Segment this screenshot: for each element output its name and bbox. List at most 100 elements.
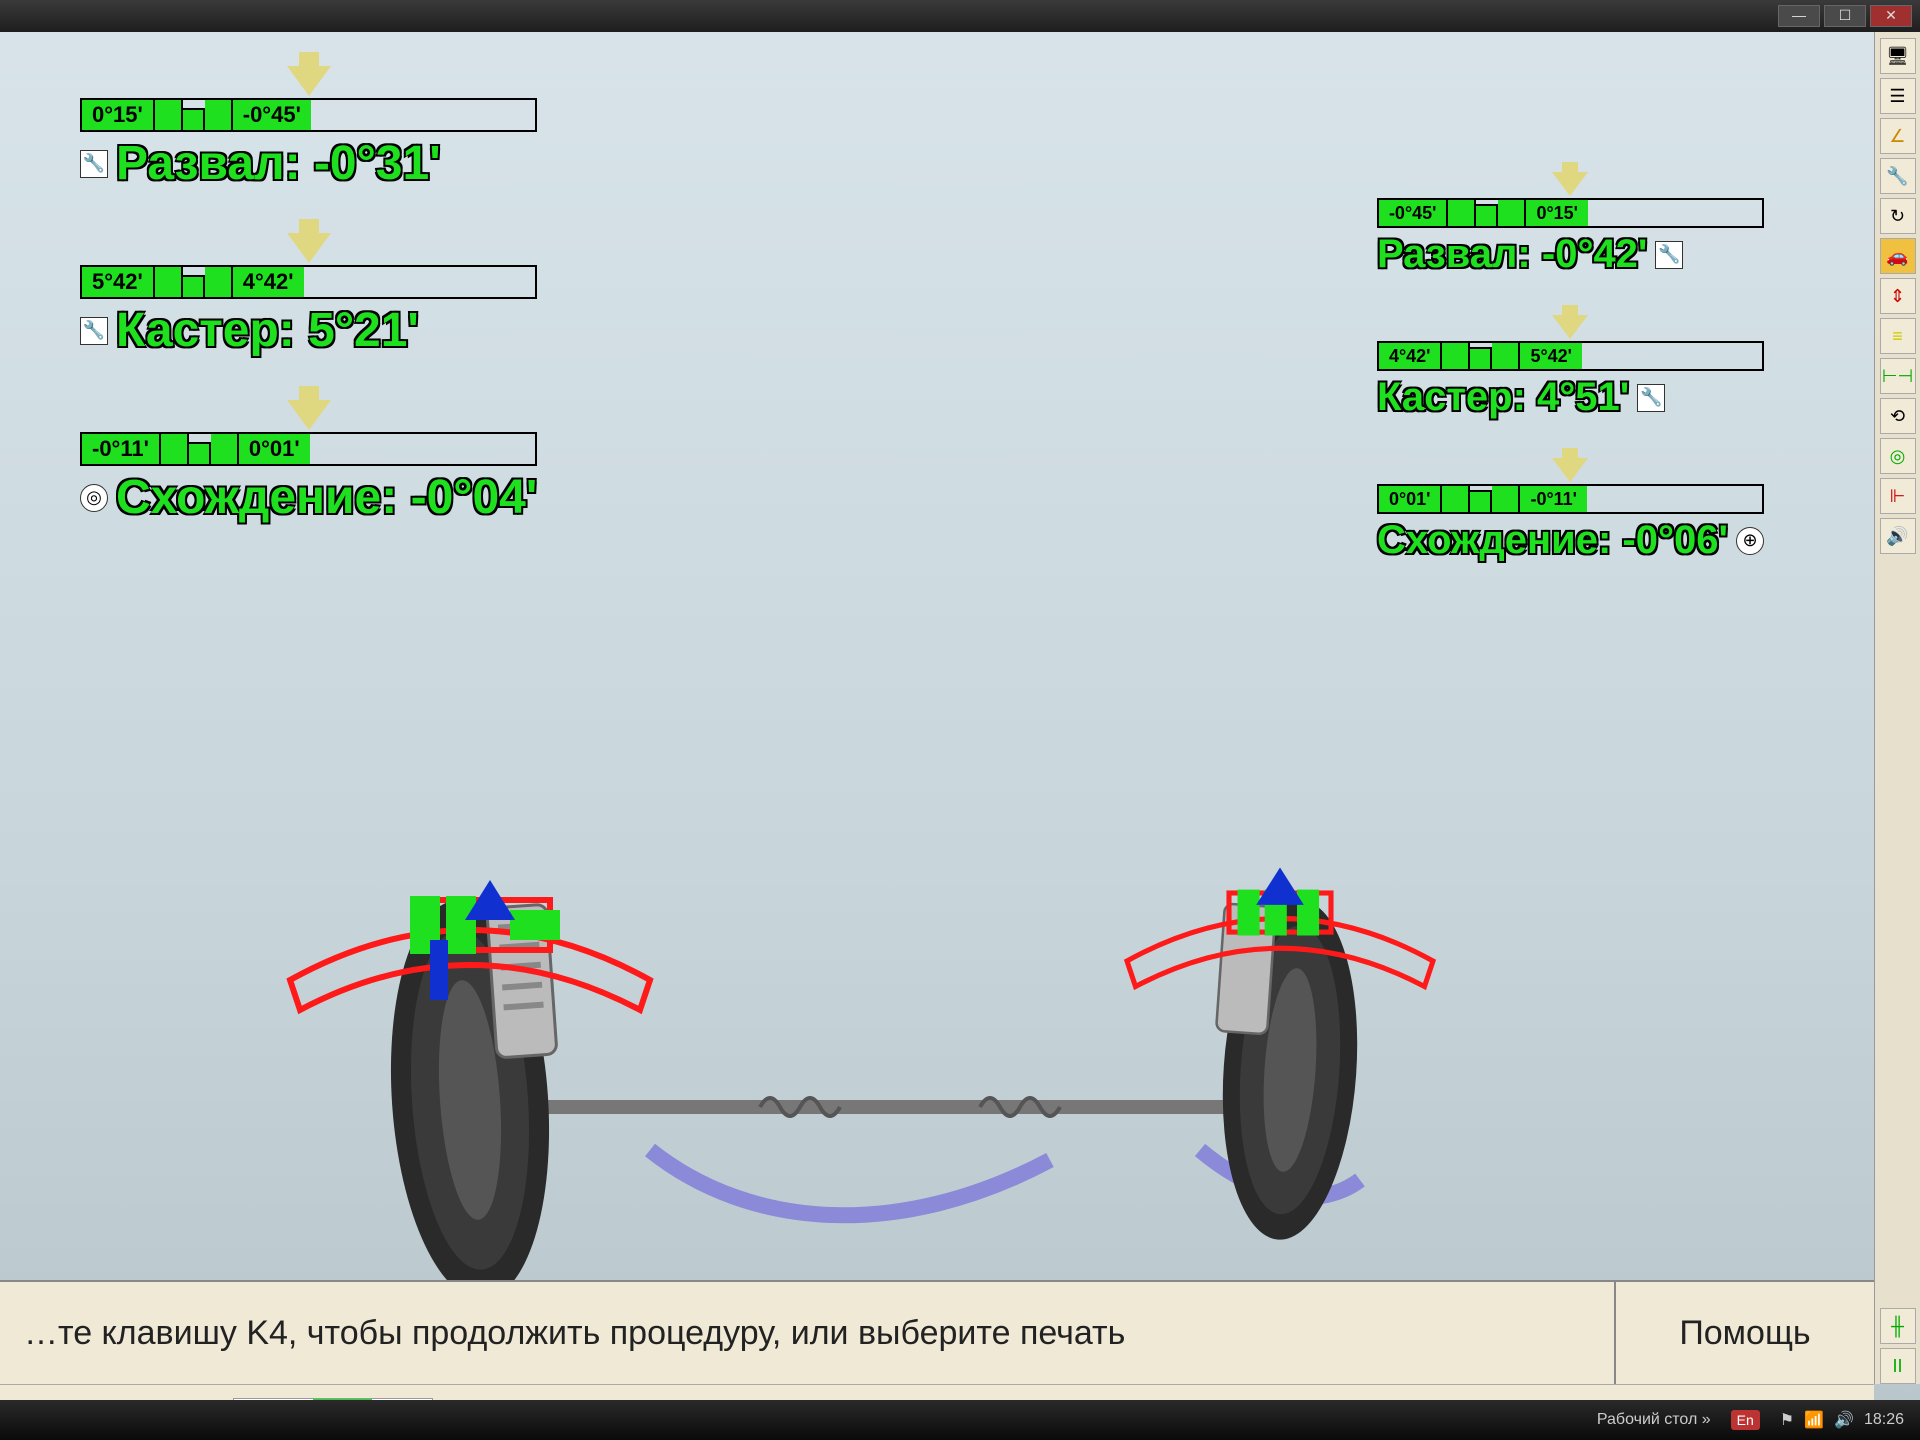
tool-car-icon[interactable]: 🚗: [1880, 238, 1916, 274]
range-step: [1442, 486, 1470, 512]
help-button[interactable]: Помощь: [1614, 1282, 1874, 1384]
tool-ii-indicator-icon[interactable]: II: [1880, 1348, 1916, 1384]
language-indicator[interactable]: En: [1731, 1410, 1760, 1430]
wrench-icon[interactable]: 🔧: [80, 150, 108, 178]
right-toolbar: 🖥 ☰ ∠ 🔧 ↻ 🚗 ⇕ ≡ ⊢⊣ ⟲ ◎ ⊩ 🔊 ╫ II: [1874, 32, 1920, 1384]
range-step: [211, 434, 239, 464]
range-notch: [183, 108, 205, 130]
left-camber-value: -0°31': [314, 137, 441, 190]
wrench-icon[interactable]: 🔧: [80, 317, 108, 345]
label-text: Кастер:: [116, 304, 295, 357]
indicator-arrow-icon: [1552, 172, 1588, 196]
label-text: Схождение:: [1377, 518, 1611, 562]
tool-reset-icon[interactable]: ⟲: [1880, 398, 1916, 434]
range-hi: -0°45': [233, 100, 311, 130]
left-toe-range: -0°11' 0°01': [80, 432, 537, 466]
range-lo: -0°11': [82, 434, 161, 464]
tool-wrench-icon[interactable]: 🔧: [1880, 158, 1916, 194]
indicator-arrow-icon: [1552, 458, 1588, 482]
tool-refresh-icon[interactable]: ↻: [1880, 198, 1916, 234]
left-caster-label: Кастер: 5°21': [116, 303, 419, 358]
range-step: [161, 434, 189, 464]
range-step: [1492, 486, 1520, 512]
left-toe-label: Схождение: -0°04': [116, 470, 537, 525]
range-hi: -0°11': [1520, 486, 1587, 512]
indicator-arrow-icon: [1552, 315, 1588, 339]
range-step: [1448, 200, 1476, 226]
range-step: [155, 267, 183, 297]
axle-diagram: [0, 800, 1874, 1320]
tool-monitor-icon[interactable]: 🖥: [1880, 38, 1916, 74]
range-notch: [1476, 204, 1498, 226]
tool-axle-indicator-icon[interactable]: ╫: [1880, 1308, 1916, 1344]
status-bar: …те клавишу K4, чтобы продолжить процеду…: [0, 1280, 1874, 1384]
range-step: [1498, 200, 1526, 226]
window-close-button[interactable]: ✕: [1870, 5, 1912, 27]
system-tray: ⚑ 📶 🔊 18:26: [1780, 1410, 1904, 1430]
window-minimize-button[interactable]: —: [1778, 5, 1820, 27]
right-toe-block: 0°01' -0°11' Схождение: -0°06' ⊕: [1377, 448, 1764, 563]
left-camber-block: 0°15' -0°45' 🔧 Развал: -0°31': [80, 52, 537, 191]
right-toe-value: -0°06': [1622, 518, 1728, 562]
range-lo: 5°42': [82, 267, 155, 297]
right-caster-range: 4°42' 5°42': [1377, 341, 1764, 371]
range-notch: [189, 442, 211, 464]
range-lo: 4°42': [1379, 343, 1443, 369]
tool-sound-icon[interactable]: 🔊: [1880, 518, 1916, 554]
wrench-icon[interactable]: 🔧: [1655, 241, 1683, 269]
range-lo: 0°15': [82, 100, 155, 130]
show-desktop-button[interactable]: Рабочий стол »: [1597, 1411, 1711, 1429]
range-lo: 0°01': [1379, 486, 1443, 512]
right-toe-label: Схождение: -0°06': [1377, 518, 1728, 563]
right-caster-block: 4°42' 5°42' Кастер: 4°51' 🔧: [1377, 305, 1764, 420]
left-toe-block: -0°11' 0°01' ◎ Схождение: -0°04': [80, 386, 537, 525]
range-lo: -0°45': [1379, 200, 1449, 226]
range-step: [1442, 343, 1470, 369]
range-notch: [1470, 490, 1492, 512]
taskbar-clock[interactable]: 18:26: [1864, 1411, 1904, 1429]
right-toe-range: 0°01' -0°11': [1377, 484, 1764, 514]
left-wheel-measurements: 0°15' -0°45' 🔧 Развал: -0°31' 5°42': [80, 52, 537, 553]
right-caster-label: Кастер: 4°51': [1377, 375, 1629, 420]
window-titlebar: — ☐ ✕: [0, 0, 1920, 32]
left-camber-range: 0°15' -0°45': [80, 98, 537, 132]
tool-target-green-icon[interactable]: ◎: [1880, 438, 1916, 474]
range-step: [205, 267, 233, 297]
label-text: Кастер:: [1377, 375, 1526, 419]
range-hi: 0°01': [239, 434, 310, 464]
left-caster-range: 5°42' 4°42': [80, 265, 537, 299]
tool-align-icon[interactable]: ≡: [1880, 318, 1916, 354]
tool-layers-icon[interactable]: ☰: [1880, 78, 1916, 114]
os-taskbar: Рабочий стол » En ⚑ 📶 🔊 18:26: [0, 1400, 1920, 1440]
range-notch: [183, 275, 205, 297]
left-toe-value: -0°04': [411, 471, 538, 524]
left-caster-block: 5°42' 4°42' 🔧 Кастер: 5°21': [80, 219, 537, 358]
steering-wheel-icon[interactable]: ◎: [80, 484, 108, 512]
range-hi: 0°15': [1526, 200, 1588, 226]
left-camber-label: Развал: -0°31': [116, 136, 441, 191]
range-hi: 4°42': [233, 267, 304, 297]
target-icon[interactable]: ⊕: [1736, 527, 1764, 555]
tool-suspension-icon[interactable]: ⇕: [1880, 278, 1916, 314]
status-message: …те клавишу K4, чтобы продолжить процеду…: [0, 1282, 1614, 1384]
right-camber-block: -0°45' 0°15' Развал: -0°42' 🔧: [1377, 162, 1764, 277]
right-caster-value: 4°51': [1537, 375, 1629, 419]
wrench-icon[interactable]: 🔧: [1637, 384, 1665, 412]
tool-angle-icon[interactable]: ∠: [1880, 118, 1916, 154]
label-text: Развал:: [1377, 232, 1531, 276]
right-camber-range: -0°45' 0°15': [1377, 198, 1764, 228]
right-camber-value: -0°42': [1542, 232, 1648, 276]
right-wheel-measurements: -0°45' 0°15' Развал: -0°42' 🔧 4°42': [1377, 162, 1764, 591]
tray-flag-icon[interactable]: ⚑: [1780, 1410, 1794, 1430]
tray-volume-icon[interactable]: 🔊: [1834, 1410, 1854, 1430]
tool-axle2-icon[interactable]: ⊩: [1880, 478, 1916, 514]
right-camber-label: Развал: -0°42': [1377, 232, 1648, 277]
tray-network-icon[interactable]: 📶: [1804, 1410, 1824, 1430]
range-notch: [1470, 347, 1492, 369]
indicator-arrow-icon: [287, 400, 331, 430]
alignment-viewport: 0°15' -0°45' 🔧 Развал: -0°31' 5°42': [0, 32, 1874, 1280]
tool-axle-green-icon[interactable]: ⊢⊣: [1880, 358, 1916, 394]
window-maximize-button[interactable]: ☐: [1824, 5, 1866, 27]
left-caster-value: 5°21': [308, 304, 419, 357]
range-step: [205, 100, 233, 130]
